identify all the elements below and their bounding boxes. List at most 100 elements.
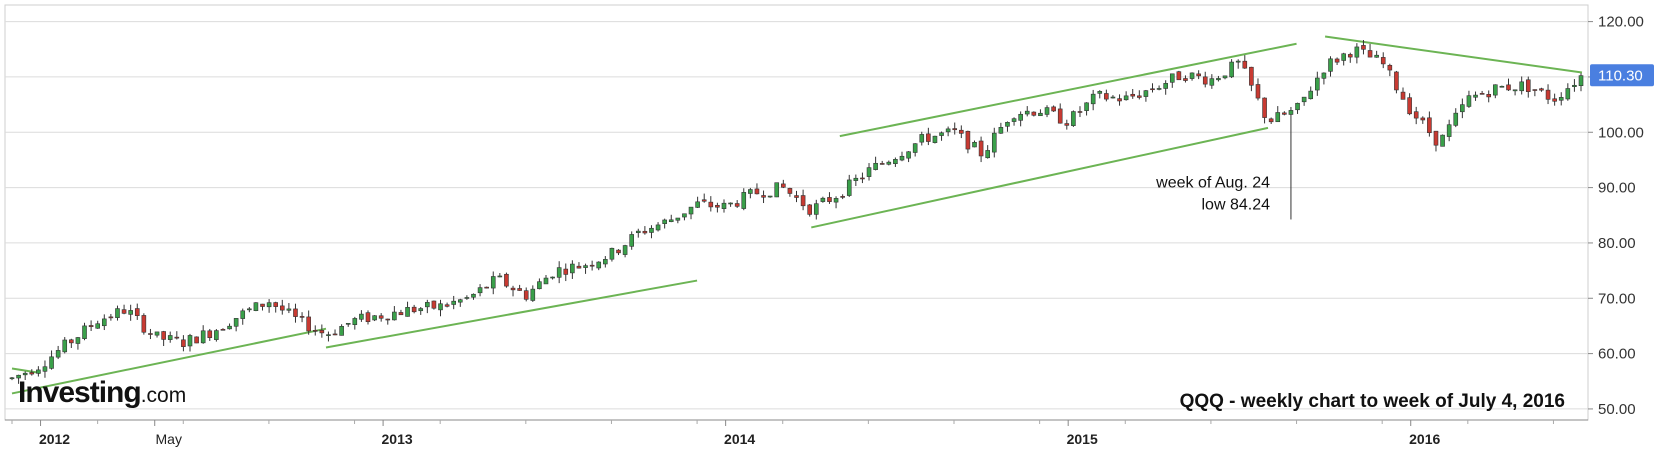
candle-down — [385, 318, 391, 321]
candle-up — [622, 245, 628, 255]
trendline — [325, 279, 698, 349]
chart-caption: QQQ - weekly chart to week of July 4, 20… — [1180, 391, 1565, 412]
candle-up — [233, 318, 239, 327]
candle-up — [457, 299, 463, 303]
candle-down — [378, 315, 384, 319]
candle-down — [1262, 97, 1267, 118]
candle-down — [1334, 58, 1340, 63]
candle-up — [1209, 78, 1215, 86]
candle-down — [840, 196, 845, 198]
candle-down — [148, 333, 153, 335]
candle-up — [603, 259, 608, 265]
candle-up — [497, 275, 503, 278]
candle-down — [444, 304, 450, 307]
candle-up — [1493, 84, 1498, 96]
candle-down — [108, 316, 114, 319]
candle-down — [1077, 111, 1083, 113]
candle-up — [247, 308, 252, 311]
candle-down — [952, 128, 958, 131]
candle-down — [959, 129, 964, 134]
y-tick-label: 70.00 — [1598, 290, 1636, 307]
candle-up — [438, 303, 443, 311]
candle-up — [36, 369, 41, 374]
candle-up — [1512, 89, 1518, 92]
candle-down — [754, 188, 760, 195]
candle-up — [899, 155, 905, 161]
candle-down — [1031, 111, 1037, 116]
candle-down — [174, 336, 180, 339]
trendline — [811, 126, 1269, 229]
candle-up — [115, 308, 120, 318]
candle-up — [655, 224, 661, 231]
candle-down — [1394, 71, 1399, 91]
candle-down — [1387, 64, 1393, 71]
candle-up — [75, 337, 81, 344]
candle-down — [306, 316, 311, 332]
candle-up — [596, 261, 602, 269]
brand-logo-suffix: .com — [141, 384, 187, 407]
candle-down — [411, 306, 417, 313]
candle-down — [734, 203, 740, 207]
candle-down — [761, 195, 766, 198]
candle-down — [1064, 123, 1070, 126]
y-tick-label: 100.00 — [1598, 124, 1644, 141]
candle-down — [827, 197, 832, 202]
candle-up — [227, 325, 232, 330]
candle-down — [161, 331, 166, 340]
candle-up — [1275, 112, 1281, 123]
candle-up — [9, 377, 15, 380]
candle-down — [312, 330, 318, 332]
candle-down — [1176, 71, 1182, 81]
candle-down — [260, 303, 265, 307]
current-price-badge — [1590, 64, 1654, 87]
candle-down — [926, 133, 931, 142]
candle-down — [1506, 84, 1511, 91]
candle-up — [893, 159, 898, 165]
y-tick-label: 50.00 — [1598, 401, 1636, 418]
candle-up — [49, 356, 54, 369]
candle-up — [1519, 81, 1524, 92]
brand-logo-name: Investing — [18, 376, 141, 409]
candle-down — [484, 286, 489, 289]
candle-down — [1196, 73, 1201, 77]
candle-down — [1539, 88, 1544, 91]
candle-up — [537, 281, 542, 290]
candle-up — [1453, 112, 1459, 126]
plot-frame — [4, 4, 1589, 421]
candle-down — [879, 163, 885, 165]
candle-up — [490, 276, 496, 289]
candle-down — [398, 312, 404, 316]
candle-up — [345, 322, 351, 325]
candle-down — [708, 201, 714, 208]
candle-down — [800, 195, 806, 207]
candle-up — [906, 151, 911, 159]
candle-up — [1169, 73, 1175, 83]
candle-down — [1117, 98, 1122, 102]
candle-up — [1005, 122, 1010, 127]
candle-up — [471, 293, 476, 298]
candle-down — [504, 273, 509, 287]
candle-up — [748, 189, 753, 194]
candle-up — [629, 234, 634, 247]
candle-up — [1328, 58, 1333, 72]
candle-up — [418, 308, 424, 312]
candle-down — [1249, 66, 1254, 86]
candle-up — [16, 374, 21, 379]
candle-up — [1229, 61, 1234, 78]
candle-up — [1071, 111, 1076, 126]
candle-up — [1084, 102, 1089, 111]
candle-up — [998, 127, 1004, 134]
candle-up — [886, 161, 892, 165]
candle-down — [1130, 93, 1136, 97]
candle-down — [1268, 118, 1274, 123]
candle-down — [365, 312, 371, 323]
candle-up — [167, 335, 173, 340]
candle-up — [1460, 104, 1465, 113]
x-tick-label: 2016 — [1409, 431, 1440, 447]
candle-up — [214, 330, 219, 340]
candle-up — [1321, 72, 1327, 79]
candle-down — [965, 130, 971, 150]
candle-down — [781, 183, 786, 188]
current-price-label: 110.30 — [1598, 67, 1643, 84]
candle-down — [1479, 93, 1485, 95]
